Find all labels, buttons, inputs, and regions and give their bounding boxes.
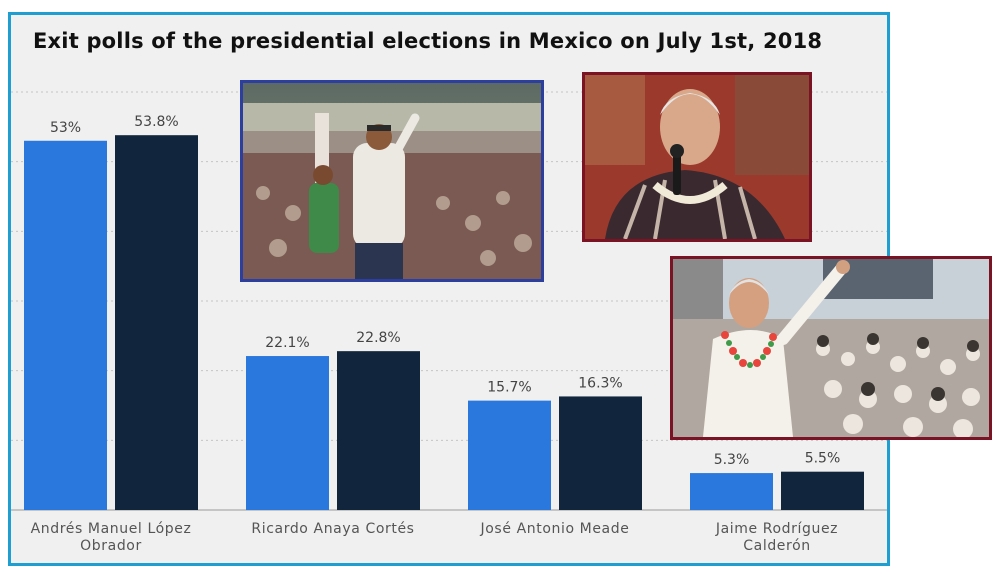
bar-1-2: [246, 356, 329, 510]
candidate-speaking-photo: [582, 72, 812, 242]
bar-1-3: [468, 400, 551, 510]
candidate-waving-photo: [670, 256, 992, 440]
data-label: 22.1%: [265, 335, 309, 351]
data-label: 22.8%: [356, 330, 400, 346]
x-tick-label: Jaime Rodríguez Calderón: [715, 521, 839, 554]
x-tick-label: José Antonio Meade: [480, 521, 630, 537]
plot-area: 53% 53.8% 22.1% 22.8% 15.7% 16.3% 5.3% 5.5%: [11, 85, 887, 525]
chart-title: Exit polls of the presidential elections…: [33, 29, 823, 53]
bar-1-4: [690, 473, 773, 510]
stadium-crowd-photo: [240, 80, 544, 282]
data-label: 5.3%: [714, 452, 750, 468]
data-label: 5.5%: [805, 451, 841, 467]
bar-chart: 53% 53.8% 22.1% 22.8% 15.7% 16.3% 5.3% 5.5%: [11, 91, 887, 511]
bar-2-2: [337, 351, 420, 510]
data-label: 15.7%: [487, 380, 531, 396]
bar-2-1: [115, 135, 198, 510]
x-tick-label: Andrés Manuel López Obrador: [30, 521, 192, 554]
x-axis-labels: Andrés Manuel López Obrador Ricardo Anay…: [11, 521, 887, 561]
bar-2-4: [781, 471, 864, 510]
bar-1-1: [24, 140, 107, 510]
x-tick-label: Ricardo Anaya Cortés: [251, 521, 415, 537]
data-label: 53%: [50, 120, 81, 136]
data-label: 53.8%: [134, 114, 178, 130]
bar-2-3: [559, 396, 642, 510]
data-label: 16.3%: [578, 375, 622, 391]
